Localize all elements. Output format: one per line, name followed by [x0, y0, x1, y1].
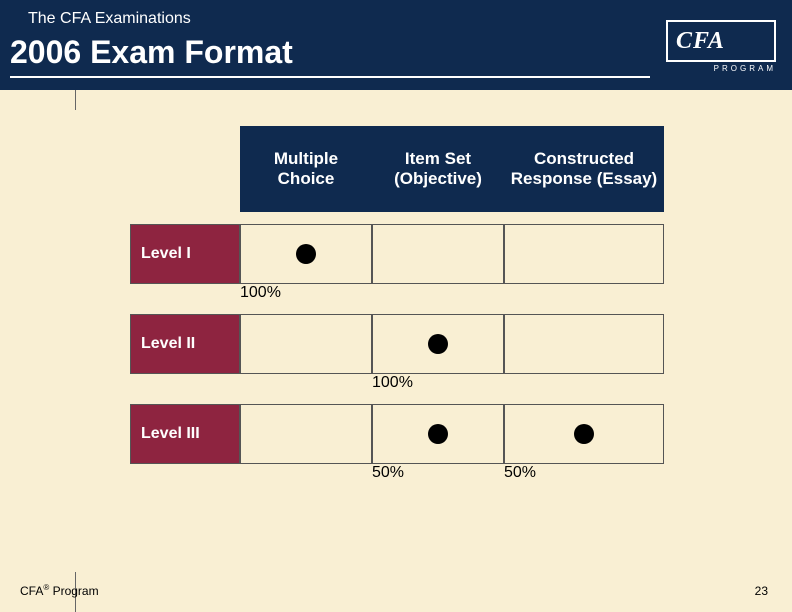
- super-title: The CFA Examinations: [28, 10, 191, 28]
- row-header-level-2: Level II: [130, 314, 240, 374]
- cell-level3-mc: [240, 404, 372, 464]
- pct-level2-itemset: 100%: [372, 374, 504, 392]
- pct-level2-essay: [504, 374, 664, 392]
- cell-level3-essay: [504, 404, 664, 464]
- pct-level3-mc: [240, 464, 372, 482]
- header-vertical-line: [75, 90, 76, 110]
- logo-text: CFA: [676, 28, 725, 55]
- dot-icon: [296, 244, 316, 264]
- logo-subtext: PROGRAM: [714, 64, 776, 73]
- row-header-level-3: Level III: [130, 404, 240, 464]
- header-bar: The CFA Examinations 2006 Exam Format CF…: [0, 0, 792, 90]
- pct-level2-mc: [240, 374, 372, 392]
- cell-level2-mc: [240, 314, 372, 374]
- cfa-logo: CFA PROGRAM: [666, 20, 776, 78]
- dot-icon: [428, 334, 448, 354]
- column-header-item-set: Item Set (Objective): [372, 126, 504, 212]
- pct-level1-mc: 100%: [240, 284, 372, 302]
- cell-level1-essay: [504, 224, 664, 284]
- footer-label: CFA® Program: [20, 583, 99, 598]
- cell-level1-itemset: [372, 224, 504, 284]
- exam-format-table: Multiple Choice Item Set (Objective) Con…: [130, 126, 664, 482]
- pct-level3-essay: 50%: [504, 464, 664, 482]
- page-number: 23: [755, 584, 768, 598]
- cell-level2-essay: [504, 314, 664, 374]
- cell-level2-itemset: [372, 314, 504, 374]
- page-title: 2006 Exam Format: [10, 34, 293, 71]
- pct-level1-essay: [504, 284, 664, 302]
- dot-icon: [428, 424, 448, 444]
- column-header-empty: [130, 126, 240, 212]
- column-header-multiple-choice: Multiple Choice: [240, 126, 372, 212]
- row-header-level-1: Level I: [130, 224, 240, 284]
- pct-level1-itemset: [372, 284, 504, 302]
- cell-level3-itemset: [372, 404, 504, 464]
- dot-icon: [574, 424, 594, 444]
- column-header-constructed-response: Constructed Response (Essay): [504, 126, 664, 212]
- title-underline: [10, 76, 650, 78]
- cell-level1-mc: [240, 224, 372, 284]
- pct-level3-itemset: 50%: [372, 464, 504, 482]
